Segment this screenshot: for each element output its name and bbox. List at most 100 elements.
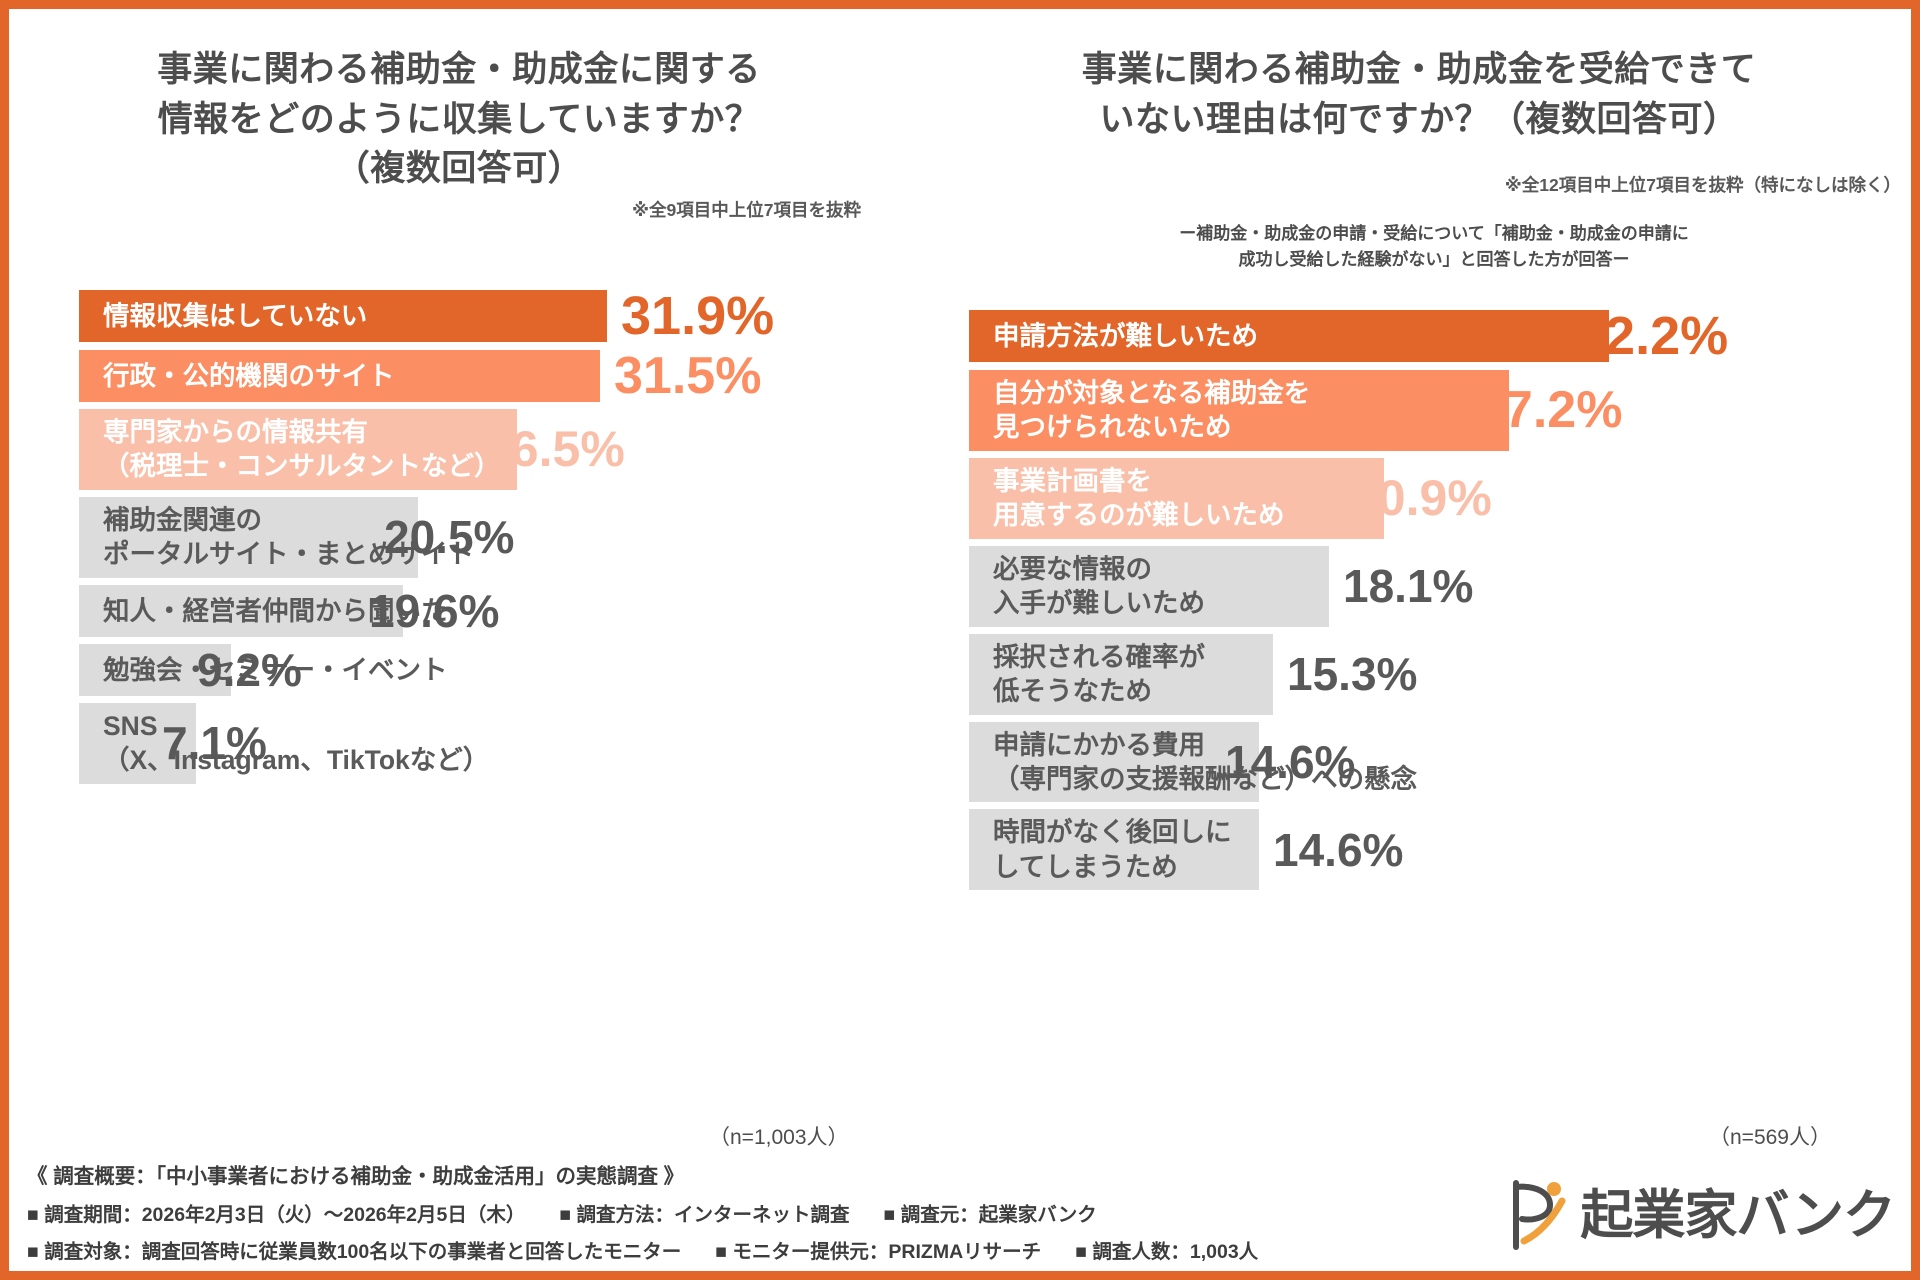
bar-label-line: 知人・経営者仲間から聞いた (103, 595, 448, 626)
bar-row: 時間がなく後回しに してしまうため 14.6% (969, 809, 1869, 891)
bar-value-label: 27.2% (1475, 381, 1623, 440)
bar-value-label: 14.6% (1273, 823, 1404, 876)
right-question-title: 事業に関わる補助金・助成金を受給できて いない理由は何ですか？（複数回答可） (969, 45, 1869, 144)
bar-label-line: 事業計画書を (993, 465, 1152, 496)
bar-value-label: 20.9% (1350, 470, 1492, 527)
right-note-row: ※全12項目中上位7項目を抜粋（特になしは除く） (969, 172, 1909, 197)
right-excerpt-note: ※全12項目中上位7項目を抜粋（特になしは除く） (1504, 175, 1901, 195)
bar-row: 知人・経営者仲間から聞いた 19.6% (79, 584, 939, 637)
bar-value-label: 18.1% (1343, 560, 1474, 613)
left-sample-size: （n=1,003人） (709, 1126, 849, 1149)
bar-row: 情報収集はしていない 31.9% (79, 289, 939, 343)
bar-category-label: 行政・公的機関のサイト (79, 353, 395, 399)
bar-label-line: 時間がなく後回しに (993, 817, 1232, 848)
bar-label-line: 補助金関連の (103, 504, 262, 535)
bar-category-label: 事業計画書を用意するのが難しいため (969, 458, 1285, 539)
bar-row: 専門家からの情報共有 （税理士・コンサルタントなど） 26.5% (79, 409, 939, 490)
footer-survey-source: ■ 調査元：起業家バンク (883, 1204, 1097, 1226)
bar-row: 行政・公的機関のサイト 31.5% (79, 350, 939, 402)
bar-label-line: 見つけられないため (993, 412, 1232, 443)
survey-footer: 《 調査概要：「中小事業者における補助金・助成金活用」の実態調査 》 ■ 調査期… (27, 1159, 1587, 1272)
panels-container: 事業に関わる補助金・助成金に関する 情報をどのように収集していますか？ （複数回… (9, 9, 1911, 1119)
bar-category-label: 補助金関連のポータルサイト・まとめサイト (79, 497, 474, 578)
bar-value-label: 9.2% (197, 643, 302, 696)
footer-respondent-count: ■ 調査人数：1,003人 (1075, 1241, 1259, 1263)
bar-value-label: 32.2% (1575, 306, 1729, 366)
bar-row: 事業計画書を用意するのが難しいため 20.9% (969, 457, 1869, 539)
footer-survey-period: ■ 調査期間：2026年2月3日（火）～2026年2月5日（木） (27, 1204, 526, 1226)
left-title-line-2: 情報をどのように収集していますか？ (157, 99, 761, 139)
bar-category-label: 採択される確率が 低そうなため (969, 634, 1205, 715)
bar-label-line: ポータルサイト・まとめサイト (103, 539, 474, 570)
bar-row: 申請にかかる費用 （専門家の支援報酬など）への懸念 14.6% (969, 721, 1869, 803)
bar-fill: SNS （X、Instagram、TikTokなど） (79, 702, 489, 784)
bar-value-label: 20.5% (384, 511, 515, 564)
bar-category-label: 知人・経営者仲間から聞いた (79, 588, 448, 634)
right-bar-chart: 申請方法が難しいため 32.2% 自分が対象となる補助金を 見つけられないため 27.2… (969, 309, 1869, 897)
bar-fill: 採択される確率が 低そうなため (969, 633, 1273, 715)
footer-line-1: ■ 調査期間：2026年2月3日（火）～2026年2月5日（木） ■ 調査方法：… (27, 1198, 1587, 1227)
right-subnote-line-2: 成功し受給した経験がない」と回答した方が回答ー (1238, 250, 1630, 270)
bar-fill: 時間がなく後回しに してしまうため (969, 809, 1259, 891)
bar-fill: 事業計画書を用意するのが難しいため (969, 457, 1384, 539)
bar-row: 申請方法が難しいため 32.2% (969, 309, 1869, 363)
right-subnote: ー補助金・助成金の申請・受給について「補助金・助成金の申請に 成功し受給した経験… (969, 221, 1899, 274)
bar-row: 自分が対象となる補助金を 見つけられないため 27.2% (969, 370, 1869, 451)
bar-category-label: 必要な情報の入手が難しいため (969, 546, 1205, 627)
right-sample-size: （n=569人） (1709, 1126, 1831, 1149)
bar-category-label: 自分が対象となる補助金を 見つけられないため (969, 370, 1310, 451)
bar-label-line: （税理士・コンサルタントなど） (103, 451, 501, 482)
footer-survey-target: ■ 調査対象：調査回答時に従業員数100名以下の事業者と回答したモニター (27, 1241, 682, 1263)
footer-survey-title: 《 調査概要：「中小事業者における補助金・助成金活用」の実態調査 》 (27, 1165, 685, 1188)
bar-value-label: 31.5% (614, 347, 762, 405)
bar-label-line: 情報収集はしていない (103, 300, 368, 331)
bar-category-label: 情報収集はしていない (79, 293, 367, 339)
bar-row: 必要な情報の入手が難しいため 18.1% (969, 545, 1869, 627)
bar-fill: 情報収集はしていない (79, 290, 607, 342)
left-excerpt-note: ※全9項目中上位7項目を抜粋 (632, 200, 861, 220)
bar-category-label: 勉強会・セミナー・イベント (79, 647, 448, 693)
bar-row: SNS （X、Instagram、TikTokなど） 7.1% (79, 702, 939, 784)
bar-category-label: SNS （X、Instagram、TikTokなど） (79, 703, 489, 784)
footer-survey-method: ■ 調査方法：インターネット調査 (559, 1204, 850, 1226)
bar-label-line: 用意するのが難しいため (993, 500, 1285, 531)
bar-fill: 自分が対象となる補助金を 見つけられないため (969, 370, 1509, 451)
bar-fill: 必要な情報の入手が難しいため (969, 545, 1329, 627)
bar-row: 採択される確率が 低そうなため 15.3% (969, 633, 1869, 715)
bar-value-label: 7.1% (162, 717, 267, 770)
bar-label-line: してしまうため (993, 851, 1178, 882)
bar-value-label: 15.3% (1287, 648, 1418, 701)
right-title-line-1: 事業に関わる補助金・助成金を受給できて (1081, 50, 1757, 89)
bar-label-line: 専門家からの情報共有 (103, 417, 368, 447)
left-bar-chart: 情報収集はしていない 31.9% 行政・公的機関のサイト 31.5% 専門家からの情報共… (79, 289, 939, 791)
bar-label-line: SNS (103, 710, 158, 741)
bar-label-line: 申請方法が難しいため (993, 320, 1258, 351)
bar-value-label: 26.5% (483, 421, 625, 478)
panel-left: 事業に関わる補助金・助成金に関する 情報をどのように収集していますか？ （複数回… (9, 9, 969, 1119)
bar-row: 勉強会・セミナー・イベント 9.2% (79, 643, 939, 696)
bar-label-line: （専門家の支援報酬など）への懸念 (993, 763, 1417, 794)
right-title-line-2: いない理由は何ですか？（複数回答可） (1099, 99, 1739, 139)
bar-fill: 行政・公的機関のサイト (79, 350, 600, 402)
left-question-title: 事業に関わる補助金・助成金に関する 情報をどのように収集していますか？ （複数回… (9, 45, 909, 194)
bar-label-line: 入手が難しいため (993, 588, 1205, 619)
bar-value-label: 31.9% (621, 286, 775, 346)
bar-value-label: 14.6% (1225, 735, 1356, 788)
bar-label-line: 採択される確率が (993, 641, 1205, 672)
brand-logo: 起業家バンク (1510, 1177, 1896, 1253)
bar-fill: 専門家からの情報共有 （税理士・コンサルタントなど） (79, 409, 517, 490)
bar-row: 補助金関連のポータルサイト・まとめサイト 20.5% (79, 496, 939, 578)
bar-label-line: 勉強会・セミナー・イベント (103, 654, 448, 685)
bar-category-label: 時間がなく後回しに してしまうため (969, 809, 1232, 890)
left-title-line-1: 事業に関わる補助金・助成金に関する (157, 50, 761, 89)
bar-fill: 勉強会・セミナー・イベント (79, 643, 448, 696)
person-swoosh-icon (1513, 1180, 1566, 1250)
footer-monitor-provider: ■ モニター提供元：PRIZMAリサーチ (715, 1241, 1042, 1263)
bar-category-label: 申請にかかる費用 （専門家の支援報酬など）への懸念 (969, 722, 1417, 803)
footer-line-2: ■ 調査対象：調査回答時に従業員数100名以下の事業者と回答したモニター ■ モ… (27, 1235, 1587, 1264)
bar-label-line: 必要な情報の (993, 553, 1152, 584)
bar-label-line: 自分が対象となる補助金を (993, 378, 1311, 408)
bar-label-line: 行政・公的機関のサイト (103, 360, 395, 391)
bar-value-label: 19.6% (369, 584, 500, 637)
